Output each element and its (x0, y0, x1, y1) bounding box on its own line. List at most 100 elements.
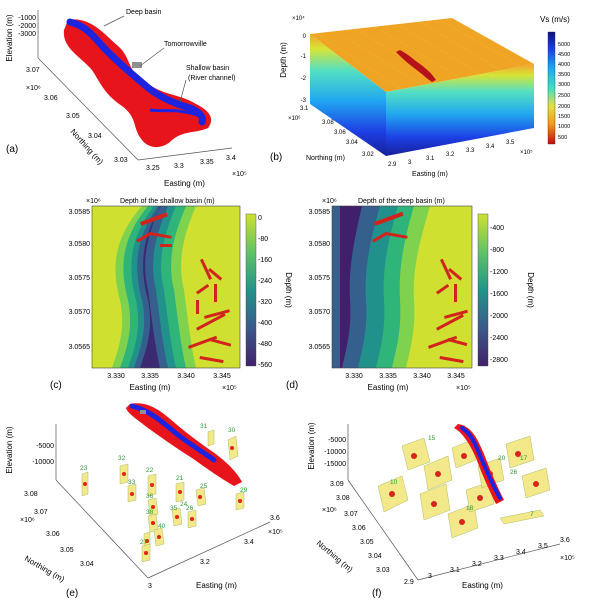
panel-d-x-tick: 3.340 (413, 373, 431, 380)
panel-b-x-tick: 3.4 (486, 144, 495, 150)
panel-e-fault-label: 25 (200, 483, 208, 490)
panel-e-x-exp: ×10⁵ (268, 529, 283, 536)
panel-d-colorbar-tick: -400 (490, 225, 504, 232)
panel-f-deep-basin (460, 426, 502, 500)
panel-e-fault-label: 33 (128, 479, 136, 486)
panel-d-colorbar-tick: -2000 (490, 313, 508, 320)
panel-b-y-tick: 3.08 (322, 120, 334, 126)
panel-e-y-tick: 3.06 (46, 531, 60, 538)
panel-b-y-exp: ×10⁶ (288, 115, 301, 122)
panel-e-y-tick: 3.08 (24, 491, 38, 498)
panel-b-x-tick: 3.5 (506, 140, 515, 146)
panel-e-x-label: Easting (m) (196, 581, 237, 590)
panel-c-y-exp: ×10⁶ (86, 198, 101, 205)
panel-e-fault-label: 35 (170, 505, 178, 512)
panel-e-x-tick: 3.2 (200, 559, 210, 566)
panel-f-y-tick: 3.06 (352, 525, 366, 532)
panel-d-frame (331, 205, 473, 369)
panel-f-x-label: Easting (m) (462, 581, 503, 590)
panel-b-colorbar-tick: 5000 (558, 42, 570, 48)
panel-b-z-tick: -2 (301, 76, 307, 82)
panel-e-x-tick: 3.6 (270, 515, 280, 522)
panel-e-fault-label: 21 (176, 475, 184, 482)
panel-b: Vs (m/s) 5000 4500 4000 3500 3000 2500 2… (270, 15, 570, 178)
panel-e-town-marker (140, 410, 146, 414)
panel-a-x-tick: 3.25 (146, 165, 160, 172)
panel-c-x-label: Easting (m) (130, 383, 171, 392)
panel-e-fault-label: 27 (140, 539, 148, 546)
panel-b-colorbar-tick: 3000 (558, 82, 570, 88)
panel-f-y-tick: 3.04 (368, 553, 382, 560)
panel-c-x-tick: 3.330 (107, 373, 125, 380)
panel-e-z-tick: -10000 (32, 459, 54, 466)
panel-a-annotation-shallow: Shallow basin (186, 65, 229, 72)
panel-f-y-tick: 3.03 (376, 567, 390, 574)
panel-a-y-tick: 3.04 (88, 133, 102, 140)
panel-a-y-tick: 3.05 (66, 113, 80, 120)
panel-f-z-label: Elevation (m) (307, 422, 316, 469)
panel-a-y-tick: 3.06 (44, 95, 58, 102)
panel-c-x-tick: 3.345 (213, 373, 231, 380)
panel-e-fault-label: 32 (118, 455, 126, 462)
panel-a: Elevation (m) -1000 -2000 -3000 ×10⁶ 3.0… (5, 9, 247, 188)
panel-b-y-tick: 3.04 (346, 140, 358, 146)
panel-f-x-tick: 3.2 (472, 561, 482, 568)
panel-a-annotation-deep: Deep basin (126, 9, 162, 16)
panel-f-y-exp: ×10⁶ (322, 507, 337, 514)
panel-b-colorbar (547, 31, 556, 145)
panel-e-y-exp: ×10⁶ (20, 517, 35, 524)
panel-f-y-tick: 3.07 (344, 511, 358, 518)
panel-c-colorbar-tick: -320 (258, 299, 272, 306)
panel-b-z-tick: -1 (301, 54, 307, 60)
panel-d-colorbar-tick: -2800 (490, 357, 508, 364)
panel-b-colorbar-tick: 2000 (558, 104, 570, 110)
panel-e-z-tick: -5000 (36, 443, 54, 450)
panel-e-x-tick: 3.4 (244, 539, 254, 546)
panel-f-x-exp: ×10⁵ (560, 555, 575, 562)
panel-b-z-tick: -3 (301, 98, 307, 104)
panel-f-y-label: Northing (m) (315, 539, 355, 575)
panel-c-colorbar-tick: -560 (258, 362, 272, 369)
panel-b-x-tick: 2.9 (388, 162, 397, 168)
panel-a-x-tick: 3.3 (174, 163, 184, 170)
panel-c-title: Depth of the shallow basin (m) (120, 198, 215, 205)
panel-b-right-face (386, 64, 534, 156)
panel-a-annotation-town: Tomorrowville (164, 41, 207, 48)
panel-f-x-tick: 3 (428, 573, 432, 580)
panel-f-y-tick: 3.08 (336, 495, 350, 502)
panel-a-deep-basin (66, 18, 206, 126)
panel-d-y-tick: 3.0575 (309, 275, 331, 282)
panel-c-colorbar-tick: -480 (258, 341, 272, 348)
panel-d-colorbar-tick: -800 (490, 247, 504, 254)
panel-a-pointer (139, 47, 165, 67)
panel-c-x-tick: 3.335 (141, 373, 159, 380)
panel-b-label: (b) (270, 152, 282, 163)
panel-b-top-texture (319, 19, 521, 89)
panel-a-y-tick: 3.07 (26, 67, 40, 74)
panel-e-fault-slip (83, 446, 242, 555)
panel-d-colorbar-tick: -1200 (490, 269, 508, 276)
panel-e-z-label: Elevation (m) (5, 426, 14, 473)
panel-b-z-label: Depth (m) (279, 42, 288, 78)
panel-f-x-tick: 2.9 (404, 579, 414, 586)
panel-c-y-tick: 3.0570 (69, 309, 91, 316)
panel-f-x-tick: 3.4 (516, 549, 526, 556)
panel-b-x-exp: ×10⁵ (520, 149, 533, 156)
panel-d-x-tick: 3.330 (345, 373, 363, 380)
panel-f-fault-label: 17 (520, 455, 528, 462)
panel-b-colorbar-tick: 2500 (558, 93, 570, 99)
panel-b-left-face (310, 34, 386, 156)
panel-a-x-exp: ×10⁵ (232, 171, 247, 178)
panel-e-fault-label: 40 (158, 523, 166, 530)
panel-b-colorbar-title: Vs (m/s) (540, 15, 570, 24)
panel-a-label: (a) (6, 144, 18, 155)
panel-b-x-label: Easting (m) (412, 171, 448, 178)
panel-e-fault-label: 26 (186, 505, 194, 512)
panel-f-z-tick: -5000 (328, 437, 346, 444)
panel-e-y-tick: 3.07 (34, 509, 48, 516)
panel-a-x-tick: 3.4 (226, 155, 236, 162)
panel-e-fault-label: 29 (240, 487, 248, 494)
panel-d-title: Depth of the deep basin (m) (358, 198, 445, 205)
panel-e-shallow-basin (126, 403, 242, 486)
